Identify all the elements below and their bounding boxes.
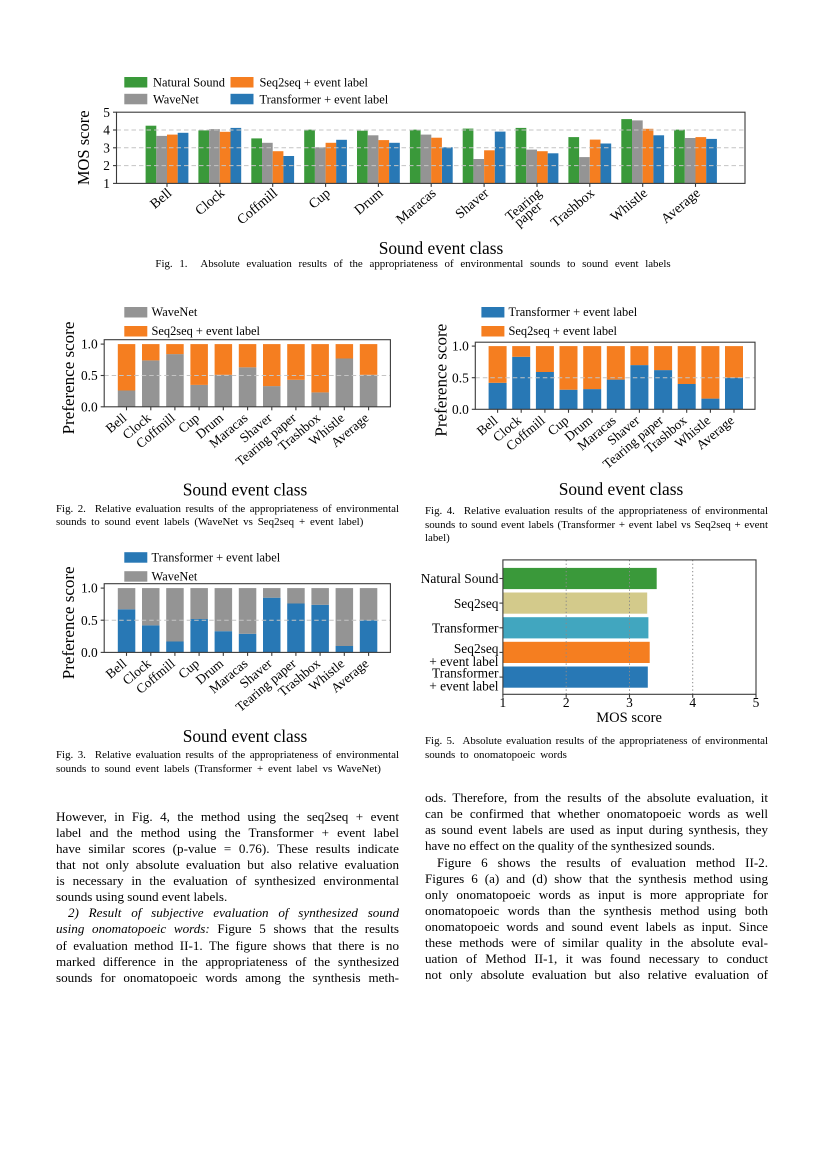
svg-text:0.0: 0.0 (81, 399, 98, 414)
svg-text:0.5: 0.5 (81, 368, 98, 383)
svg-text:Sound event class: Sound event class (559, 479, 684, 499)
svg-text:Coffmill: Coffmill (235, 186, 281, 228)
svg-text:WaveNet: WaveNet (152, 569, 198, 583)
svg-text:0.5: 0.5 (452, 370, 469, 385)
svg-text:MOS score: MOS score (74, 110, 93, 185)
svg-text:4: 4 (103, 123, 110, 138)
svg-text:Seq2seq + event label: Seq2seq + event label (260, 76, 369, 90)
svg-text:Bell: Bell (148, 186, 175, 212)
svg-text:2: 2 (563, 695, 570, 710)
svg-text:WaveNet: WaveNet (153, 92, 199, 106)
svg-text:3: 3 (103, 140, 110, 155)
svg-text:Shaver: Shaver (453, 186, 492, 223)
svg-text:+ event label: + event label (429, 654, 499, 669)
svg-text:1.0: 1.0 (452, 339, 469, 354)
svg-text:Drum: Drum (352, 186, 387, 218)
svg-text:Seq2seq + event label: Seq2seq + event label (509, 324, 618, 338)
svg-text:Natural Sound: Natural Sound (153, 76, 226, 90)
svg-text:1.0: 1.0 (81, 337, 98, 352)
svg-text:0.5: 0.5 (81, 613, 98, 628)
svg-text:1.0: 1.0 (81, 581, 98, 596)
svg-text:Sound event class: Sound event class (183, 726, 308, 746)
svg-text:Preference score: Preference score (59, 566, 78, 679)
svg-text:Transformer + event label: Transformer + event label (260, 92, 389, 106)
svg-text:Transformer + event label: Transformer + event label (152, 550, 281, 564)
svg-text:Whistle: Whistle (608, 186, 651, 225)
svg-text:1: 1 (103, 176, 110, 191)
svg-text:2: 2 (103, 158, 110, 173)
svg-text:Seq2seq + event label: Seq2seq + event label (152, 324, 261, 338)
svg-text:Clock: Clock (193, 186, 228, 219)
svg-text:5: 5 (103, 105, 110, 120)
svg-text:3: 3 (626, 695, 633, 710)
svg-text:MOS score: MOS score (596, 710, 662, 726)
svg-text:Transformer: Transformer (432, 666, 499, 681)
svg-text:Natural Sound: Natural Sound (421, 571, 499, 586)
svg-text:Seq2seq: Seq2seq (454, 641, 499, 656)
svg-text:Seq2seq: Seq2seq (454, 596, 499, 611)
svg-text:Maracas: Maracas (394, 186, 440, 228)
svg-text:1: 1 (500, 695, 507, 710)
svg-text:Preference score: Preference score (432, 324, 451, 437)
svg-text:Preference score: Preference score (59, 322, 78, 435)
svg-text:Transformer: Transformer (432, 620, 499, 635)
svg-text:Cup: Cup (306, 186, 333, 212)
svg-text:WaveNet: WaveNet (152, 305, 198, 319)
svg-text:Transformer + event label: Transformer + event label (509, 305, 638, 319)
svg-text:Sound event class: Sound event class (379, 238, 504, 258)
svg-text:Trashbox: Trashbox (548, 186, 597, 231)
svg-text:4: 4 (689, 695, 696, 710)
svg-text:Sound event class: Sound event class (183, 480, 308, 500)
svg-text:0.0: 0.0 (452, 402, 469, 417)
svg-text:0.0: 0.0 (81, 645, 98, 660)
svg-text:5: 5 (753, 695, 760, 710)
svg-text:+ event label: + event label (429, 679, 499, 694)
svg-text:Average: Average (659, 186, 704, 227)
